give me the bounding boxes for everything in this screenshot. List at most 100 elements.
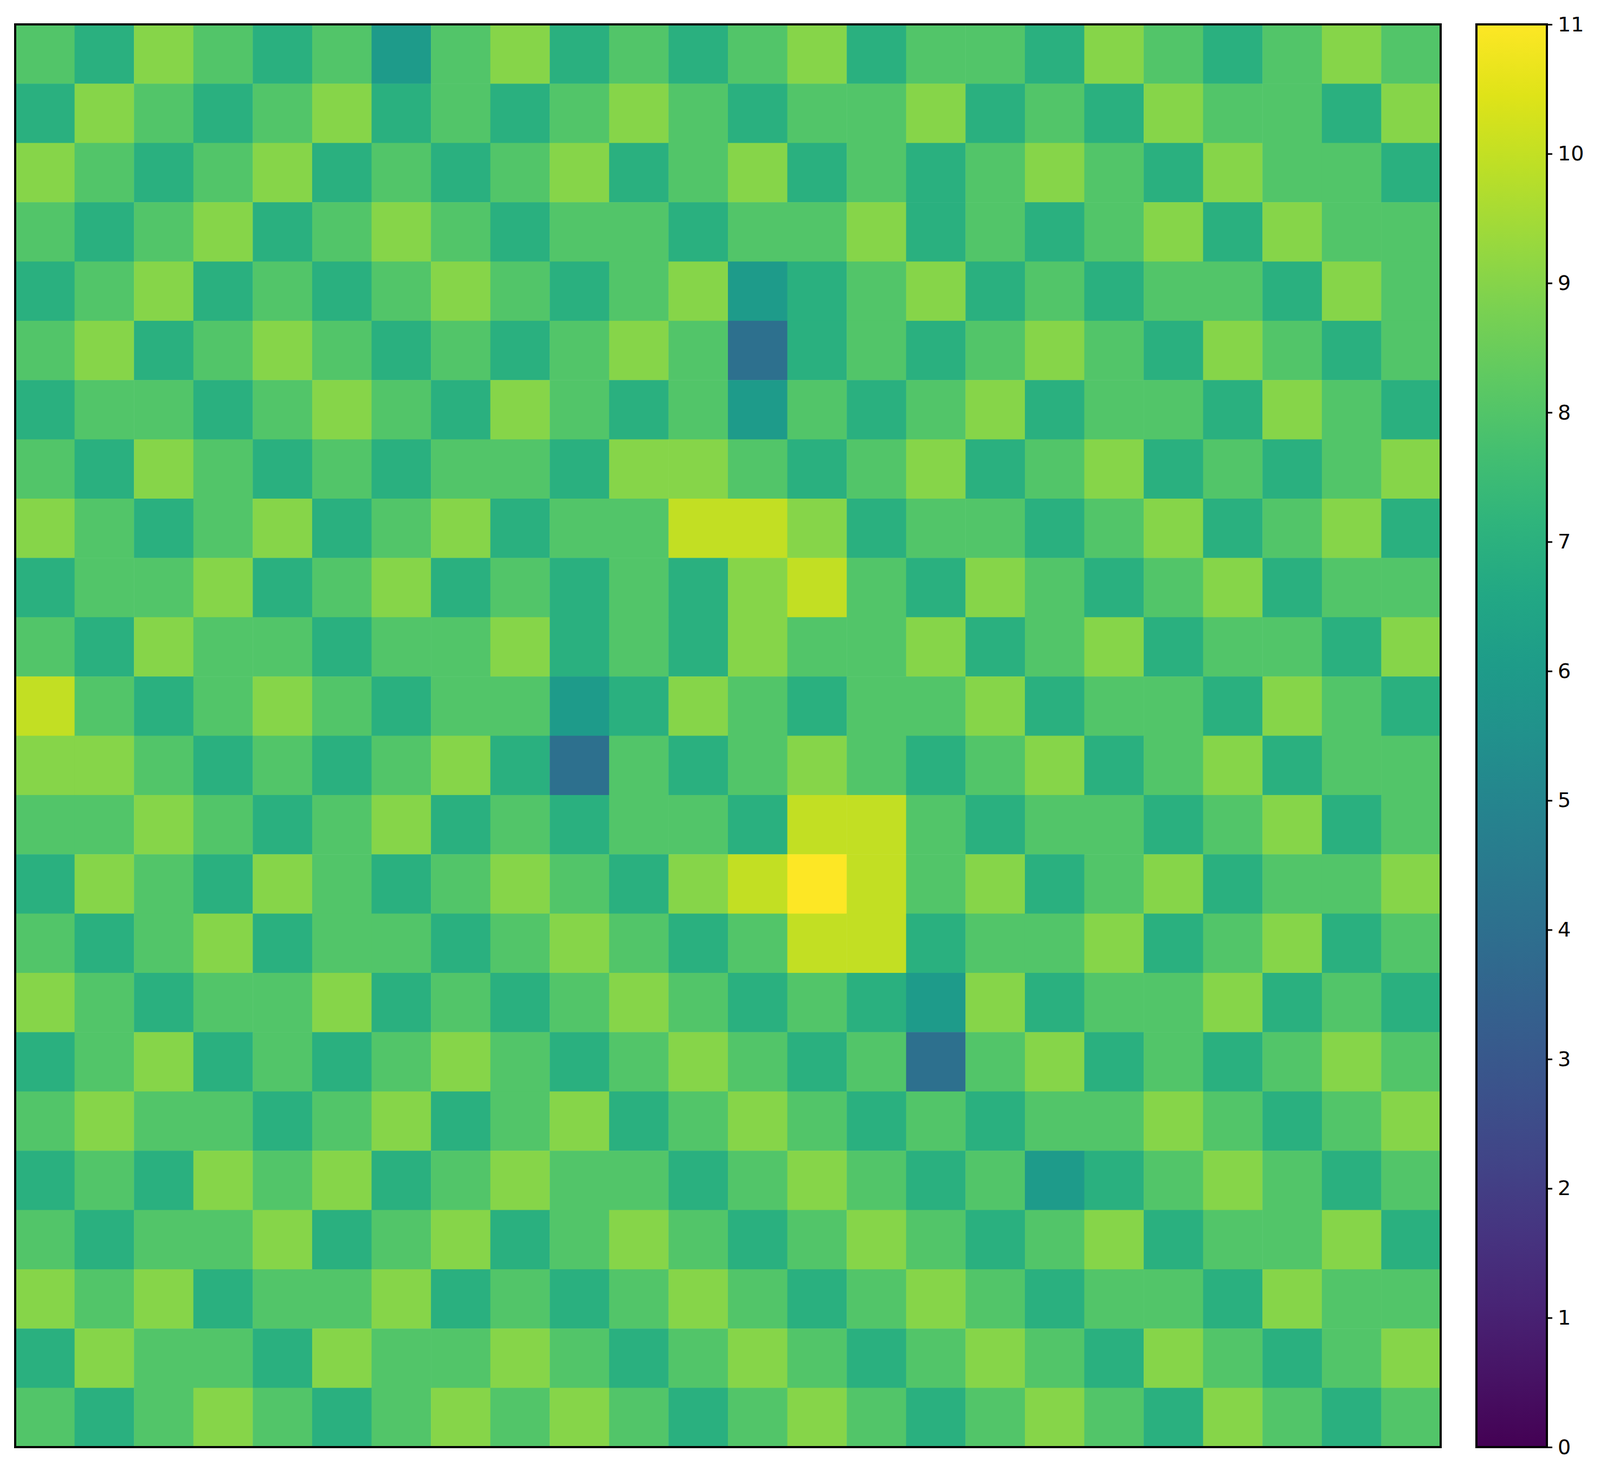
heatmap-cell bbox=[549, 913, 610, 974]
heatmap-cell bbox=[549, 972, 610, 1033]
heatmap-cell bbox=[193, 1150, 254, 1211]
heatmap-cell bbox=[193, 24, 254, 85]
heatmap-cell bbox=[133, 972, 194, 1033]
heatmap-cell bbox=[727, 854, 788, 914]
heatmap-cell bbox=[846, 795, 907, 855]
heatmap-cell bbox=[906, 795, 966, 855]
tick-label: 5 bbox=[1557, 788, 1571, 812]
heatmap-cell bbox=[490, 379, 551, 440]
heatmap-cell bbox=[1024, 1269, 1085, 1329]
heatmap-cell bbox=[1084, 202, 1145, 262]
heatmap-cell bbox=[1262, 1210, 1322, 1270]
heatmap-cell bbox=[193, 557, 254, 618]
heatmap-cell bbox=[1203, 143, 1263, 203]
heatmap-cell bbox=[609, 83, 669, 144]
tick: 7 bbox=[1546, 529, 1571, 554]
heatmap-cell bbox=[1084, 795, 1145, 855]
heatmap-cell bbox=[193, 1031, 254, 1092]
heatmap-cell bbox=[193, 439, 254, 500]
heatmap-cell bbox=[430, 1328, 491, 1389]
heatmap-cell bbox=[549, 676, 610, 737]
heatmap-cell bbox=[1143, 1210, 1204, 1270]
heatmap-cell bbox=[1381, 1091, 1441, 1152]
heatmap-cell bbox=[787, 736, 848, 796]
tick-mark bbox=[1546, 928, 1553, 931]
heatmap-cell bbox=[1262, 972, 1322, 1033]
heatmap-cell bbox=[1381, 24, 1441, 85]
heatmap-cell bbox=[252, 83, 313, 144]
heatmap-cell bbox=[1262, 379, 1322, 440]
heatmap-cell bbox=[74, 1031, 135, 1092]
heatmap-cell bbox=[1024, 854, 1085, 914]
heatmap-cell bbox=[74, 795, 135, 855]
heatmap-cell bbox=[371, 1031, 432, 1092]
heatmap-cell bbox=[549, 1210, 610, 1270]
heatmap-cell bbox=[430, 439, 491, 500]
heatmap-cell bbox=[15, 854, 75, 914]
heatmap-cell bbox=[1381, 557, 1441, 618]
heatmap-cell bbox=[1084, 498, 1145, 559]
heatmap-cell bbox=[1321, 261, 1382, 322]
heatmap-cell bbox=[1381, 854, 1441, 914]
heatmap-cell bbox=[1084, 143, 1145, 203]
heatmap-cell bbox=[371, 83, 432, 144]
heatmap-cell bbox=[312, 795, 372, 855]
heatmap-cell bbox=[15, 24, 75, 85]
heatmap-cell bbox=[312, 676, 372, 737]
heatmap-cell bbox=[549, 557, 610, 618]
heatmap-cell bbox=[1321, 972, 1382, 1033]
heatmap-cell bbox=[965, 261, 1025, 322]
heatmap-cell bbox=[1203, 676, 1263, 737]
heatmap-cell bbox=[787, 320, 848, 381]
heatmap-cell bbox=[1321, 1091, 1382, 1152]
heatmap-cell bbox=[15, 913, 75, 974]
heatmap-cell bbox=[787, 379, 848, 440]
heatmap-cell bbox=[1262, 557, 1322, 618]
heatmap-cell bbox=[1024, 1210, 1085, 1270]
heatmap-cell bbox=[312, 557, 372, 618]
heatmap-cell bbox=[430, 1269, 491, 1329]
heatmap-cell bbox=[609, 1210, 669, 1270]
heatmap-cell bbox=[252, 143, 313, 203]
heatmap-cell bbox=[490, 736, 551, 796]
heatmap-cell bbox=[1321, 320, 1382, 381]
heatmap-cell bbox=[490, 143, 551, 203]
heatmap-cell bbox=[252, 379, 313, 440]
heatmap-cell bbox=[74, 1150, 135, 1211]
heatmap-cell bbox=[549, 498, 610, 559]
heatmap-cell bbox=[965, 1269, 1025, 1329]
heatmap-cell bbox=[490, 202, 551, 262]
heatmap-cell bbox=[312, 498, 372, 559]
heatmap-cell bbox=[1321, 498, 1382, 559]
heatmap-cell bbox=[965, 1091, 1025, 1152]
heatmap-cell bbox=[1381, 1328, 1441, 1389]
colorbar-axis-line bbox=[1547, 24, 1553, 1448]
heatmap-cell bbox=[1084, 379, 1145, 440]
heatmap-cell bbox=[133, 83, 194, 144]
heatmap-cell bbox=[906, 1031, 966, 1092]
tick-label: 0 bbox=[1557, 1435, 1571, 1460]
heatmap-cell bbox=[906, 1328, 966, 1389]
heatmap-cell bbox=[490, 1388, 551, 1448]
heatmap-cell bbox=[727, 202, 788, 262]
heatmap-cell bbox=[193, 1388, 254, 1448]
heatmap-cell bbox=[549, 261, 610, 322]
heatmap-cell bbox=[15, 676, 75, 737]
heatmap-cell bbox=[1203, 736, 1263, 796]
heatmap-cell bbox=[727, 320, 788, 381]
heatmap-cell bbox=[1321, 676, 1382, 737]
heatmap-cell bbox=[430, 736, 491, 796]
heatmap-cell bbox=[906, 557, 966, 618]
heatmap-cell bbox=[609, 1388, 669, 1448]
heatmap-cell bbox=[1143, 261, 1204, 322]
heatmap-cell bbox=[846, 1269, 907, 1329]
heatmap-cell bbox=[133, 261, 194, 322]
heatmap-cell bbox=[965, 24, 1025, 85]
heatmap-cell bbox=[1321, 1328, 1382, 1389]
heatmap-cell bbox=[252, 795, 313, 855]
heatmap-cell bbox=[1262, 143, 1322, 203]
heatmap-cell bbox=[727, 617, 788, 677]
heatmap-cell bbox=[1203, 617, 1263, 677]
heatmap-cell bbox=[15, 320, 75, 381]
heatmap-cell bbox=[668, 202, 728, 262]
